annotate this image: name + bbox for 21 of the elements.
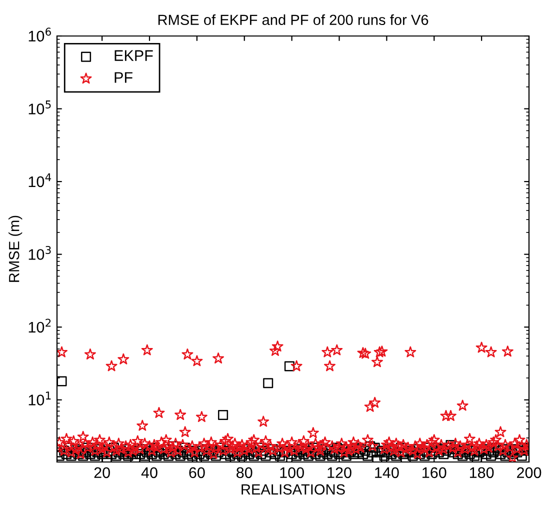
x-tick-label: 120: [328, 467, 352, 478]
x-tick-label: 100: [280, 467, 304, 478]
legend-label: PF: [114, 72, 132, 83]
y-tick-label: 10$^{4}$: [28, 173, 52, 188]
x-axis-title: REALISATIONS: [242, 484, 345, 495]
y-tick-label: 10$^{3}$: [28, 246, 51, 260]
x-tick-label: 160: [422, 467, 446, 478]
x-tick-label: 20: [94, 467, 110, 478]
y-tick-label: 10$^{6}$: [28, 28, 51, 42]
y-tick-label: 10$^{1}$: [28, 392, 51, 406]
x-tick-label: 60: [189, 467, 205, 478]
x-tick-label: 200: [517, 467, 542, 478]
y-tick-label: 10$^{2}$: [28, 318, 51, 333]
chart-title: RMSE of EKPF and PF of 200 runs for V6: [158, 14, 428, 26]
legend-label: EKPF: [114, 50, 153, 61]
x-tick-label: 40: [141, 467, 158, 478]
x-tick-label: 180: [470, 467, 494, 478]
x-tick-label: 80: [236, 467, 252, 478]
y-axis-title: RMSE (m): [8, 216, 22, 282]
x-tick-label: 140: [375, 467, 399, 478]
y-tick-label: 10$^{5}$: [28, 100, 51, 114]
